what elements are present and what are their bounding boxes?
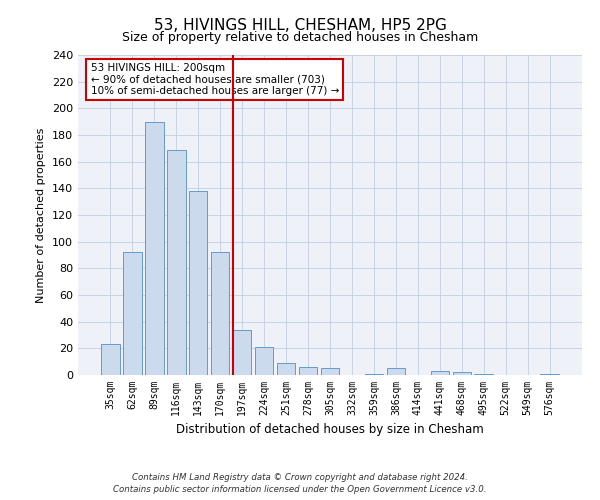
Bar: [365, 374, 383, 375]
Y-axis label: Number of detached properties: Number of detached properties: [37, 128, 46, 302]
Bar: [233, 330, 251, 375]
Text: 53, HIVINGS HILL, CHESHAM, HP5 2PG: 53, HIVINGS HILL, CHESHAM, HP5 2PG: [154, 18, 446, 32]
Text: Contains HM Land Registry data © Crown copyright and database right 2024.
Contai: Contains HM Land Registry data © Crown c…: [113, 472, 487, 494]
Bar: [123, 252, 142, 375]
Bar: [101, 344, 119, 375]
Bar: [189, 191, 208, 375]
Text: 53 HIVINGS HILL: 200sqm
← 90% of detached houses are smaller (703)
10% of semi-d: 53 HIVINGS HILL: 200sqm ← 90% of detache…: [91, 63, 339, 96]
Bar: [299, 367, 317, 375]
Bar: [386, 368, 405, 375]
Bar: [277, 363, 295, 375]
Bar: [145, 122, 164, 375]
X-axis label: Distribution of detached houses by size in Chesham: Distribution of detached houses by size …: [176, 424, 484, 436]
Bar: [475, 374, 493, 375]
Bar: [255, 347, 274, 375]
Bar: [452, 372, 471, 375]
Bar: [167, 150, 185, 375]
Bar: [431, 371, 449, 375]
Bar: [541, 374, 559, 375]
Text: Size of property relative to detached houses in Chesham: Size of property relative to detached ho…: [122, 31, 478, 44]
Bar: [320, 368, 340, 375]
Bar: [211, 252, 229, 375]
